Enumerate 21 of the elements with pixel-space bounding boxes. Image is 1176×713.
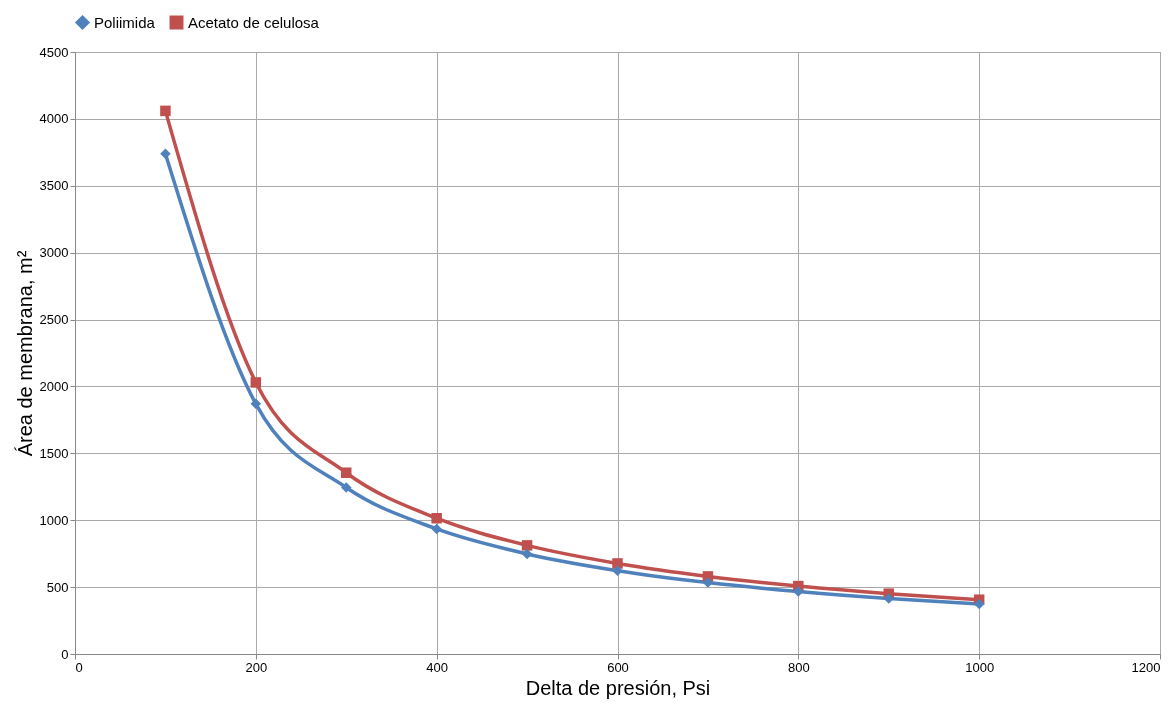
x-tick-label: 0 — [75, 659, 83, 675]
y-tick-label: 4000 — [39, 111, 69, 127]
legend-label: Poliimida — [94, 13, 156, 31]
x-tick-label: 1000 — [965, 659, 995, 675]
x-tick-label: 800 — [787, 659, 810, 675]
y-tick-label: 3000 — [39, 245, 69, 261]
x-tick-label: 600 — [607, 659, 629, 675]
y-tick-label: 2000 — [39, 378, 69, 394]
y-tick-label: 500 — [46, 579, 69, 595]
legend-label: Acetato de celulosa — [188, 13, 320, 31]
x-tick-label: 200 — [245, 659, 268, 675]
y-tick-label: 1000 — [39, 512, 69, 528]
y-tick-label: 2500 — [39, 312, 69, 328]
y-axis-title: Área de membrana, m² — [13, 250, 36, 457]
x-tick-label: 400 — [426, 659, 449, 675]
y-tick-label: 3500 — [39, 178, 69, 194]
y-tick-label: 0 — [61, 646, 69, 662]
y-tick-label: 4500 — [39, 44, 69, 60]
x-axis-title: Delta de presión, Psi — [525, 676, 711, 699]
y-tick-label: 1500 — [39, 445, 69, 461]
x-tick-label: 1200 — [1131, 659, 1161, 675]
